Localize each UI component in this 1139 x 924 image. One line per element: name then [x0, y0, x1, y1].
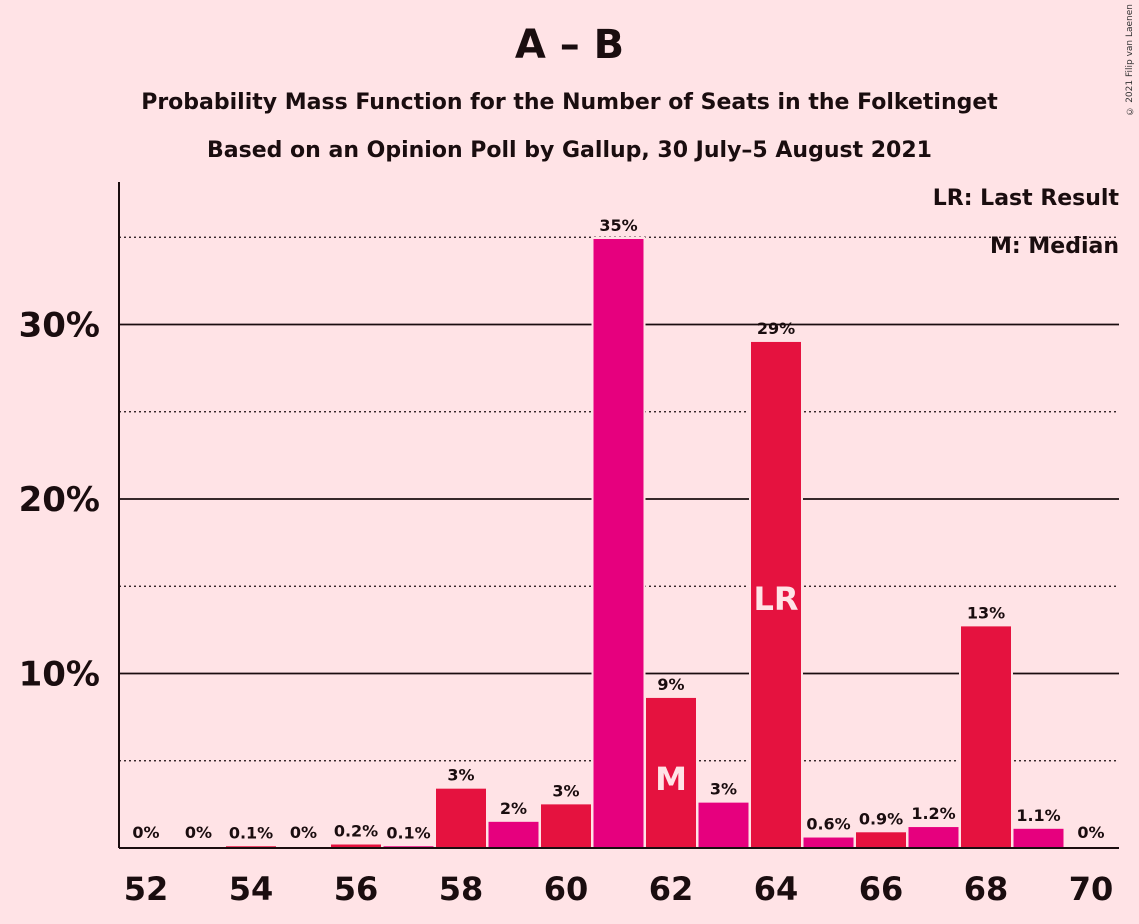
bar-value-label: 13% — [967, 603, 1005, 622]
bar-value-label: 1.2% — [911, 804, 955, 823]
bar-value-label: 0.1% — [229, 823, 273, 842]
bar-value-label: 0.1% — [386, 823, 430, 842]
bar-value-label: 35% — [599, 216, 637, 235]
bar-value-label: 0.9% — [859, 809, 903, 828]
bar — [908, 827, 959, 848]
x-tick-label: 60 — [544, 870, 589, 908]
bar — [751, 341, 801, 848]
x-tick-label: 68 — [964, 870, 1009, 908]
bar-value-label: 9% — [657, 675, 684, 694]
last-result-marker: LR — [753, 580, 798, 618]
chart-title: A – B — [514, 22, 625, 68]
bar-value-label: 1.1% — [1016, 806, 1060, 825]
bar — [541, 804, 591, 848]
bar-value-label: 3% — [710, 780, 737, 799]
chart-subtitle-1: Probability Mass Function for the Number… — [141, 90, 998, 115]
bar-value-label: 0% — [1077, 823, 1104, 842]
bar — [593, 238, 644, 848]
bar-halo — [224, 844, 278, 848]
bar-value-label: 3% — [447, 766, 474, 785]
x-tick-label: 62 — [649, 870, 694, 908]
legend-last-result: LR: Last Result — [932, 186, 1119, 211]
bar — [646, 697, 696, 848]
bar-value-label: 3% — [552, 781, 579, 800]
bar — [331, 844, 381, 848]
y-tick-label: 10% — [19, 655, 100, 695]
x-tick-label: 52 — [124, 870, 169, 908]
bar — [803, 837, 854, 848]
bar — [1013, 828, 1064, 848]
bar-value-label: 0% — [132, 823, 159, 842]
x-tick-label: 70 — [1069, 870, 1114, 908]
bar-value-label: 2% — [500, 799, 527, 818]
bar — [488, 821, 539, 848]
bar — [856, 832, 906, 848]
bar-value-label: 0.2% — [334, 822, 378, 841]
x-tick-label: 58 — [439, 870, 484, 908]
bar-value-label: 0.6% — [806, 815, 850, 834]
legend-median: M: Median — [990, 234, 1119, 259]
bar — [436, 788, 486, 848]
bar-value-label: 0% — [185, 823, 212, 842]
bar-value-label: 0% — [290, 823, 317, 842]
median-marker: M — [655, 760, 687, 798]
x-tick-label: 64 — [754, 870, 799, 908]
bar — [961, 626, 1011, 848]
chart-subtitle-2: Based on an Opinion Poll by Gallup, 30 J… — [207, 138, 932, 163]
x-tick-label: 56 — [334, 870, 379, 908]
y-tick-label: 20% — [19, 480, 100, 520]
bar — [698, 802, 749, 848]
bar-halo — [381, 844, 436, 848]
bar-value-label: 29% — [757, 319, 795, 338]
y-tick-label: 30% — [19, 306, 100, 346]
x-tick-label: 66 — [859, 870, 904, 908]
x-tick-label: 54 — [229, 870, 274, 908]
